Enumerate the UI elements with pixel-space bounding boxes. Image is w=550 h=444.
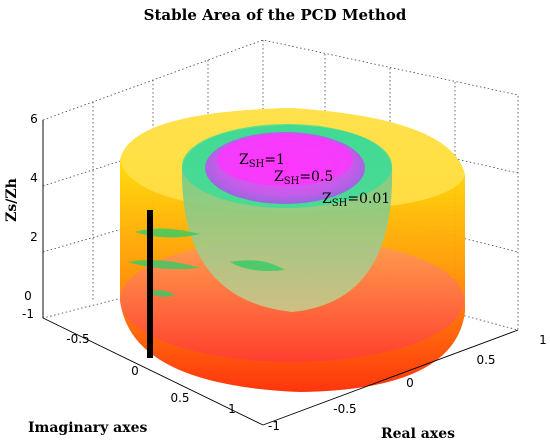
x-tick-label: 1 bbox=[539, 333, 547, 347]
y-ticks: -1 -0.5 0 0.5 1 bbox=[22, 307, 236, 416]
annotation-zsh-1: ZSH=1 bbox=[239, 152, 285, 170]
z-axis-label: Zs/Zh bbox=[4, 178, 20, 222]
x-tick-label: 0.5 bbox=[476, 353, 495, 367]
inner-surface bbox=[205, 132, 365, 204]
axes bbox=[42, 120, 519, 426]
z-tick-label: 2 bbox=[30, 230, 38, 244]
annotations: ZSH=1 ZSH=0.5 ZSH=0.01 bbox=[239, 152, 390, 209]
chart-title: Stable Area of the PCD Method bbox=[144, 6, 407, 24]
x-tick-label: -0.5 bbox=[333, 402, 356, 416]
z-tick-label: 0 bbox=[24, 289, 32, 303]
x-ticks: -1 -0.5 0 0.5 1 bbox=[268, 333, 547, 433]
annotation-zsh-0.01: ZSH=0.01 bbox=[322, 191, 390, 209]
y-axis-label: Imaginary axes bbox=[28, 420, 148, 436]
y-tick-label: -1 bbox=[22, 307, 34, 321]
x-tick-label: 0 bbox=[406, 376, 414, 390]
y-tick-label: 0 bbox=[131, 364, 139, 378]
z-tick-label: 6 bbox=[30, 112, 38, 126]
z-tick-label: 4 bbox=[30, 171, 38, 185]
y-tick-label: 0.5 bbox=[170, 391, 189, 405]
x-axis-label: Real axes bbox=[381, 426, 455, 442]
marker-bar bbox=[147, 210, 153, 358]
annotation-zsh-0.5: ZSH=0.5 bbox=[274, 169, 333, 187]
z-ticks: 0 2 4 6 bbox=[24, 112, 38, 303]
y-tick-label: -0.5 bbox=[66, 332, 89, 346]
x-tick-label: -1 bbox=[268, 419, 280, 433]
y-tick-label: 1 bbox=[228, 402, 236, 416]
